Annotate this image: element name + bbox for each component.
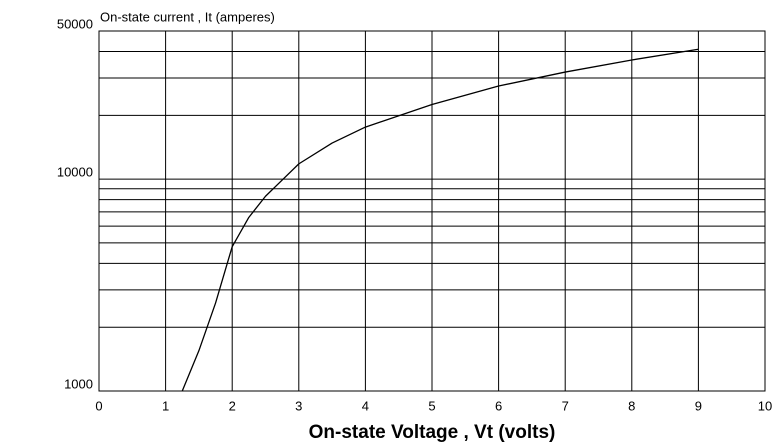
x-tick-label: 6 <box>495 398 502 413</box>
x-tick-label: 2 <box>229 398 236 413</box>
y-tick-label: 10000 <box>57 165 93 180</box>
x-tick-label: 7 <box>562 398 569 413</box>
data-line <box>181 48 699 392</box>
chart-title: On-state current , It (amperes) <box>100 9 275 24</box>
y-tick-label: 1000 <box>64 376 93 391</box>
x-axis-label: On-state Voltage , Vt (volts) <box>309 422 556 443</box>
x-tick-label: 10 <box>758 398 772 413</box>
x-tick-label: 8 <box>628 398 635 413</box>
x-tick-label: 1 <box>162 398 169 413</box>
x-tick-label: 0 <box>95 398 102 413</box>
y-tick-label: 50000 <box>57 16 93 31</box>
x-tick-label: 9 <box>695 398 702 413</box>
x-tick-label: 3 <box>295 398 302 413</box>
x-tick-label: 4 <box>362 398 369 413</box>
x-tick-label: 5 <box>428 398 435 413</box>
